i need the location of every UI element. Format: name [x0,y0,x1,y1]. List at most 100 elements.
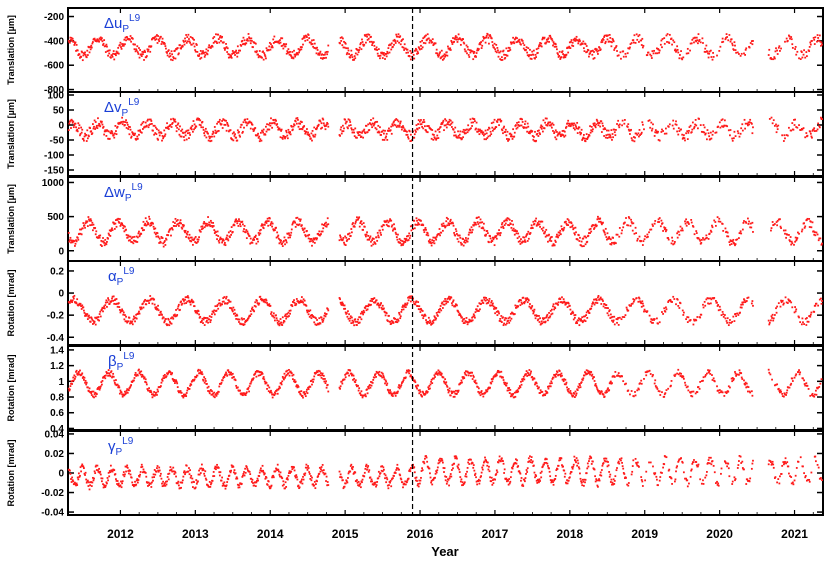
data-point [298,52,300,54]
data-point [584,138,586,140]
data-point [625,53,627,55]
data-point [448,124,450,126]
data-point [593,224,595,226]
data-point [350,322,352,324]
data-point [108,299,110,301]
data-point [652,50,654,52]
data-point [234,135,236,137]
data-point [117,47,119,49]
data-point [665,128,667,130]
data-point [280,136,282,138]
data-point [483,223,485,225]
data-point [452,37,454,39]
data-point [642,47,644,49]
data-point [349,232,351,234]
data-point [394,318,396,320]
data-point [493,47,495,49]
data-point [734,45,736,47]
data-point [73,298,75,300]
data-point [266,220,268,222]
data-point [274,320,276,322]
data-point [359,226,361,228]
data-point [484,133,486,135]
data-point [147,119,149,121]
data-point [627,224,629,226]
data-point [752,300,754,302]
data-point [270,313,272,315]
data-point [238,218,240,220]
data-point [290,310,292,312]
data-point [103,126,105,128]
data-point [80,127,82,129]
data-point [785,296,787,298]
data-point [285,314,287,316]
data-point [159,314,161,316]
data-point [178,304,180,306]
data-point [346,121,348,123]
data-point [502,132,504,134]
data-point [524,123,526,125]
data-point [207,216,209,218]
data-point [445,54,447,56]
data-point [410,59,412,61]
data-point [519,125,521,127]
data-point [691,222,693,224]
data-point [372,117,374,119]
data-point [455,228,457,230]
data-point [119,44,121,46]
data-point [489,128,491,130]
data-point [652,224,654,226]
data-point [244,39,246,41]
data-point [628,217,630,219]
data-point [539,223,541,225]
data-point [355,221,357,223]
data-point [309,136,311,138]
data-point [685,223,687,225]
data-point [522,121,524,123]
data-point [712,59,714,61]
data-point [723,125,725,127]
data-point [282,138,284,140]
data-point [511,227,513,229]
data-point [687,321,689,323]
data-point [441,225,443,227]
data-point [513,228,515,230]
data-point [413,54,415,56]
data-point [714,221,716,223]
data-point [433,319,435,321]
data-point [215,231,217,233]
data-point [407,52,409,54]
data-point [608,236,610,238]
data-point [695,319,697,321]
data-point [105,243,107,245]
data-point [493,238,495,240]
data-point [706,237,708,239]
data-point [774,58,776,60]
data-point [612,133,614,135]
data-point [632,39,634,41]
data-point [264,301,266,303]
data-point [386,220,388,222]
data-point [541,221,543,223]
data-point [351,317,353,319]
data-point [395,232,397,234]
data-point [541,128,543,130]
data-point [129,133,131,135]
data-point [544,122,546,124]
data-point [428,125,430,127]
data-point [694,126,696,128]
data-point [563,57,565,59]
data-point [713,297,715,299]
data-point [399,242,401,244]
data-point [190,36,192,38]
data-point [448,121,450,123]
data-point [214,314,216,316]
data-point [491,127,493,129]
data-point [77,237,79,239]
data-point [445,225,447,227]
data-point [810,314,812,316]
data-point [82,59,84,61]
data-point [420,119,422,121]
data-point [379,57,381,59]
data-point [632,230,634,232]
